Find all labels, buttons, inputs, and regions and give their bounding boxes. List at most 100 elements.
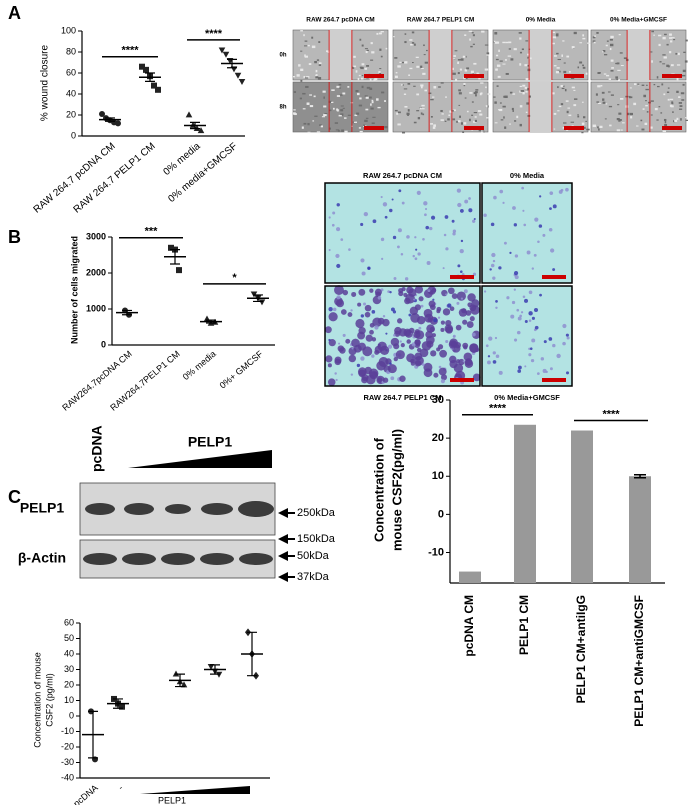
migrated-cell (456, 291, 466, 301)
cell-speck (674, 119, 678, 122)
cell-speck (380, 55, 383, 58)
cell-speck (646, 111, 649, 113)
cell-speck (569, 71, 571, 73)
migrated-cell (430, 350, 437, 357)
cell-speck (458, 89, 461, 92)
cell-speck (503, 116, 505, 119)
migrated-cell (423, 201, 428, 206)
cell-speck (376, 98, 379, 101)
migrated-cell (531, 316, 535, 320)
cell-speck (660, 112, 663, 114)
y-tick-label: 10 (432, 470, 444, 482)
migrated-cell (328, 338, 331, 342)
migrated-cell (413, 330, 421, 339)
cell-speck (563, 70, 567, 74)
cell-speck (480, 92, 483, 95)
migrated-cell (491, 252, 496, 258)
cell-speck (433, 86, 437, 89)
migrated-cell (335, 253, 340, 259)
cell-speck (401, 131, 406, 134)
cell-speck (420, 112, 423, 115)
cell-speck (605, 74, 610, 77)
migrated-cell (539, 195, 542, 198)
migrated-cell (495, 300, 498, 303)
cell-speck (667, 98, 670, 101)
scratch-gap (529, 82, 552, 132)
bar (571, 430, 593, 583)
cell-speck (366, 49, 369, 51)
cell-speck (677, 52, 680, 56)
migrated-cell (356, 363, 361, 368)
cell-speck (309, 94, 313, 96)
migrated-cell (327, 378, 336, 386)
cell-speck (421, 108, 425, 110)
cell-speck (493, 96, 496, 98)
cell-speck (404, 106, 408, 108)
cell-speck (300, 79, 303, 82)
cell-speck (379, 32, 382, 35)
y-axis-label: CSF2 (pg/ml) (44, 673, 54, 727)
migrated-cell (459, 249, 464, 254)
marker-arrow (278, 508, 288, 518)
data-point (172, 670, 180, 677)
cell-speck (372, 116, 376, 118)
blot-band (201, 503, 233, 515)
data-point (185, 111, 193, 118)
scale-bar (564, 74, 584, 78)
cell-speck (361, 63, 365, 66)
migrated-cell (494, 336, 498, 340)
migrated-cell (510, 314, 515, 319)
migrated-cell (345, 338, 351, 344)
migrated-cell (328, 307, 333, 312)
cell-speck (608, 105, 613, 108)
cell-speck (676, 64, 681, 66)
migrated-cell (520, 311, 524, 314)
cell-speck (318, 64, 322, 66)
cell-speck (336, 108, 339, 111)
cell-speck (455, 78, 458, 81)
migrated-cell (371, 337, 377, 342)
cell-speck (654, 107, 658, 111)
cell-speck (449, 110, 452, 113)
cell-speck (525, 111, 528, 113)
migrated-cell (552, 343, 556, 348)
data-point (143, 66, 149, 73)
cell-speck (366, 65, 370, 67)
cell-speck (371, 99, 374, 102)
migrated-cell (538, 224, 543, 228)
migrated-cell (334, 356, 342, 364)
data-point (207, 664, 215, 670)
migrated-cell (540, 357, 545, 361)
migrated-cell (473, 217, 476, 220)
cell-speck (663, 93, 666, 96)
cell-speck (629, 87, 632, 89)
migrated-cell (422, 237, 425, 241)
cell-speck (494, 122, 498, 124)
migrated-cell (528, 290, 533, 295)
migrated-cell (414, 257, 418, 261)
cell-speck (318, 41, 321, 43)
cell-speck (401, 61, 404, 64)
migrated-cell (358, 288, 366, 296)
migrated-cell (464, 359, 474, 369)
dose-wedge (128, 450, 272, 468)
migrated-cell (550, 248, 555, 253)
migrated-cell (514, 254, 519, 258)
cell-speck (565, 100, 569, 102)
cell-speck (645, 88, 649, 91)
bar (459, 571, 481, 583)
micrograph-border (481, 285, 573, 387)
data-point (222, 51, 230, 58)
cell-speck (365, 96, 369, 99)
migrated-cell (395, 350, 405, 360)
migrated-cell (533, 307, 539, 313)
migrated-cell (380, 237, 385, 242)
scratch-gap (329, 30, 352, 80)
cell-speck (485, 86, 487, 89)
migrated-cell (461, 308, 467, 314)
cell-speck (573, 104, 577, 107)
migrated-cell (413, 298, 416, 301)
cell-speck (378, 71, 381, 74)
cell-speck (567, 107, 571, 109)
migrated-cell (465, 310, 472, 316)
